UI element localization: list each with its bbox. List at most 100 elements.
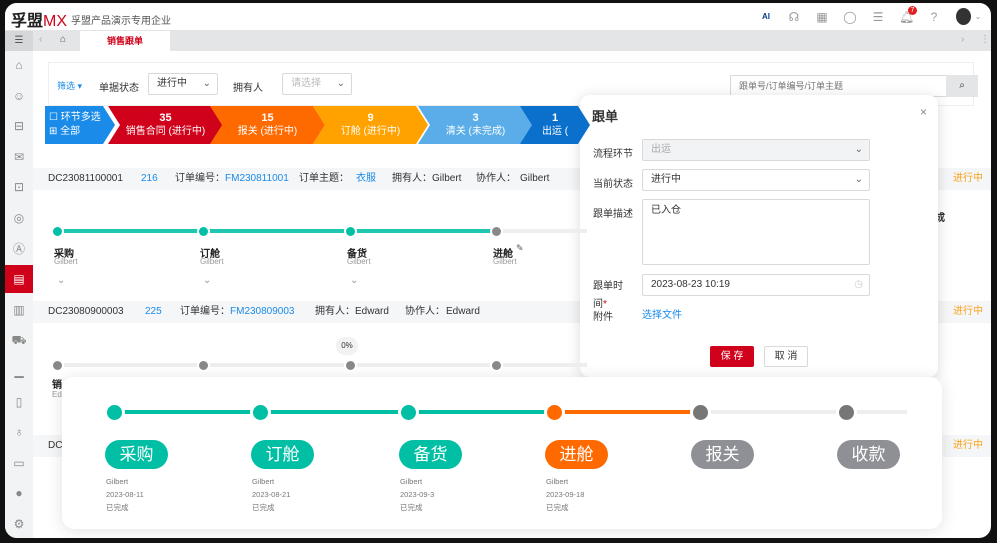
apps-grid-icon[interactable]: ▦	[816, 10, 828, 24]
timeline-dot	[492, 227, 501, 236]
status-select[interactable]: 进行中 ⌄	[148, 73, 218, 95]
step-pill[interactable]: 订舱	[251, 440, 314, 469]
book-icon[interactable]: ▯	[15, 394, 23, 409]
step-pill[interactable]: 备货	[399, 440, 462, 469]
choose-file-link[interactable]: 选择文件	[642, 310, 682, 321]
stage-segment[interactable]: 15 报关 (进行中)	[210, 106, 325, 144]
step-user: Gilbert	[106, 477, 129, 486]
menu-toggle-icon[interactable]: ☰	[5, 31, 33, 51]
a-icon[interactable]: Ⓐ	[12, 241, 25, 256]
home-icon[interactable]: ⌂	[60, 34, 67, 45]
chart-icon[interactable]: ▁	[14, 364, 24, 378]
filter-toggle[interactable]: 筛选 ▾	[57, 81, 83, 91]
close-icon[interactable]: ×	[920, 105, 928, 119]
status-select[interactable]: 进行中 ⌄	[642, 169, 870, 191]
chevron-down-icon[interactable]: ⌄	[57, 275, 66, 286]
task-history-icon[interactable]: ☰	[872, 10, 884, 24]
mail-icon[interactable]: ✉	[13, 149, 25, 164]
tab-sales-tracking[interactable]: 销售跟单	[80, 31, 170, 51]
forward-icon[interactable]: ›	[961, 34, 965, 45]
status-label: 单据状态	[99, 83, 139, 94]
truck-icon[interactable]: ⛟	[11, 333, 27, 348]
owner-select[interactable]: 请选择 ⌄	[282, 73, 352, 95]
multi-select-checkbox[interactable]: ☐ 环节多选	[49, 112, 101, 123]
more-icon[interactable]: ⋮	[980, 34, 990, 45]
step-user: Gilbert	[347, 257, 371, 266]
invoice-icon[interactable]: ▥	[13, 302, 25, 317]
order-count[interactable]: 216	[141, 173, 158, 184]
tab-bar: ☰ ‹ ⌂ 销售跟单 › ⋮	[5, 31, 991, 51]
logo: 孚盟MX	[11, 13, 68, 30]
desc-label: 跟单描述	[593, 209, 633, 220]
step-label: 成	[935, 213, 945, 224]
step-state: 已完成	[106, 503, 129, 512]
search-input[interactable]	[730, 75, 947, 97]
bag-icon[interactable]: ⊡	[13, 180, 25, 195]
save-button[interactable]: 保 存	[710, 346, 754, 367]
time-input[interactable]: 2023-08-23 10:19 ◷	[642, 274, 870, 296]
cancel-button[interactable]: 取 消	[764, 346, 808, 367]
owner-label: 拥有人	[233, 83, 263, 94]
compass-icon[interactable]: ◎	[13, 211, 25, 225]
timeline-progress-current	[552, 410, 698, 414]
timeline-dot	[53, 361, 62, 370]
owner: 拥有人：Gilbert	[392, 173, 462, 184]
ai-icon[interactable]: AI	[762, 12, 770, 21]
stage-segment[interactable]: 9 订舱 (进行中)	[313, 106, 428, 144]
settings-icon[interactable]: ⚙	[13, 517, 25, 531]
timeline-dot	[346, 227, 355, 236]
timeline-dot	[547, 405, 562, 420]
step-pill[interactable]: 收款	[837, 440, 900, 469]
money-bag-icon[interactable]: ♁	[14, 425, 24, 440]
avatar[interactable]	[956, 8, 971, 25]
order-id: DC23080900003	[48, 306, 124, 317]
monitor-icon[interactable]: ▭	[13, 455, 25, 470]
clipboard-icon[interactable]: ▤	[5, 265, 33, 294]
chevron-down-icon[interactable]: ⌄	[974, 12, 982, 21]
step-pill[interactable]: 报关	[691, 440, 754, 469]
home-icon[interactable]: ⌂	[15, 58, 23, 72]
step-user: Gilbert	[493, 257, 517, 266]
stage-select[interactable]: 出运 ⌄	[642, 139, 870, 161]
contact-icon[interactable]: ☺	[12, 88, 26, 103]
order-no-label: 订单编号：	[180, 306, 230, 317]
stage-count: 1	[551, 112, 559, 124]
stage-count: 15	[261, 112, 274, 124]
attach-label: 附件	[593, 312, 613, 323]
step-pill[interactable]: 进舱	[545, 440, 608, 469]
help-icon[interactable]: ?	[930, 10, 938, 24]
timeline-dot	[253, 405, 268, 420]
headset-icon[interactable]: ☊	[788, 10, 800, 24]
collab: Gilbert	[520, 173, 550, 184]
order-count[interactable]: 225	[145, 306, 162, 317]
stage-segment[interactable]: 35 销售合同 (进行中)	[108, 106, 223, 144]
step-label: 订舱	[200, 249, 220, 260]
whatsapp-icon[interactable]: ●	[15, 486, 23, 501]
timeline-progress	[61, 229, 496, 233]
org-chart-icon[interactable]: ⊟	[13, 119, 25, 134]
stage-filter-all[interactable]: ☐ 环节多选 ⊞ 全部	[45, 106, 115, 144]
step-date: 2023-09-3	[400, 490, 435, 499]
all-stages[interactable]: ⊞ 全部	[49, 126, 81, 137]
search-button[interactable]: ⌕	[946, 75, 978, 97]
step-pill[interactable]: 采购	[105, 440, 168, 469]
timeline-dot	[693, 405, 708, 420]
step-user: Ed	[52, 390, 62, 399]
order-no-link[interactable]: FM230811001	[225, 173, 289, 184]
stage-segment[interactable]: 3 清关 (未完成)	[418, 106, 533, 144]
desc-textarea[interactable]: 已入仓	[642, 199, 870, 265]
edit-icon[interactable]: ✎	[516, 243, 524, 253]
order-no-link[interactable]: FM230809003	[230, 306, 295, 317]
timeline-dot	[401, 405, 416, 420]
subject-link[interactable]: 衣服	[356, 173, 376, 184]
back-icon[interactable]: ‹	[39, 34, 43, 45]
step-user: Gilbert	[54, 257, 78, 266]
progress-bubble: 0%	[336, 337, 358, 355]
status-label: 当前状态	[593, 179, 633, 190]
chevron-down-icon[interactable]: ⌄	[350, 275, 359, 286]
collab: Edward	[446, 306, 480, 317]
chevron-down-icon[interactable]: ⌄	[203, 275, 212, 286]
whatsapp-icon[interactable]: ◯	[843, 10, 857, 24]
stage-count: 9	[367, 112, 374, 124]
collab-label: 协作人：	[405, 306, 445, 317]
